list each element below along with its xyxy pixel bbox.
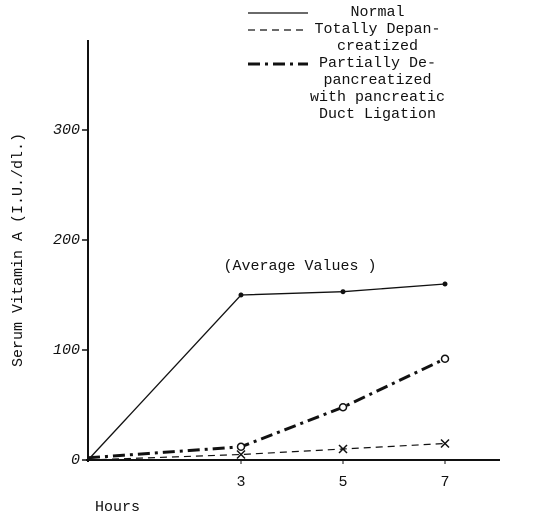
x-tick-label: 7 xyxy=(440,474,449,491)
legend-label: Normal xyxy=(350,4,405,21)
x-axis-label: Hours xyxy=(95,499,140,516)
legend-label: Partially De- pancreatized with pancreat… xyxy=(310,55,446,123)
point xyxy=(238,292,244,298)
legend-entry: Partially De- pancreatized with pancreat… xyxy=(248,55,446,123)
series-line xyxy=(87,283,446,461)
point xyxy=(338,444,348,454)
point xyxy=(236,442,246,452)
legend: Normal Totally Depan- creatized Partially … xyxy=(248,4,445,123)
legend-entry: Totally Depan- creatized xyxy=(248,21,445,55)
point xyxy=(338,402,348,412)
x-tick-label: 3 xyxy=(236,474,245,491)
y-axis-label: Serum Vitamin A (I.U./dl.) xyxy=(10,133,27,367)
legend-swatch xyxy=(248,12,308,14)
legend-label: Totally Depan- creatized xyxy=(314,21,441,55)
legend-entry: Normal xyxy=(248,4,445,21)
y-tick-label: 300 xyxy=(53,122,80,139)
y-tick-label: 200 xyxy=(53,232,80,249)
point xyxy=(236,449,246,460)
annotation: (Average Values ) xyxy=(223,258,376,275)
y-tick-label: 0 xyxy=(71,452,80,469)
x-tick-label: 5 xyxy=(338,474,347,491)
point xyxy=(440,438,450,449)
point xyxy=(442,281,448,287)
legend-swatch xyxy=(248,62,308,66)
series-line xyxy=(87,442,446,461)
y-tick-label: 100 xyxy=(53,342,80,359)
point xyxy=(340,289,346,295)
legend-swatch xyxy=(248,29,308,31)
series-line xyxy=(87,357,446,460)
point xyxy=(440,354,450,364)
